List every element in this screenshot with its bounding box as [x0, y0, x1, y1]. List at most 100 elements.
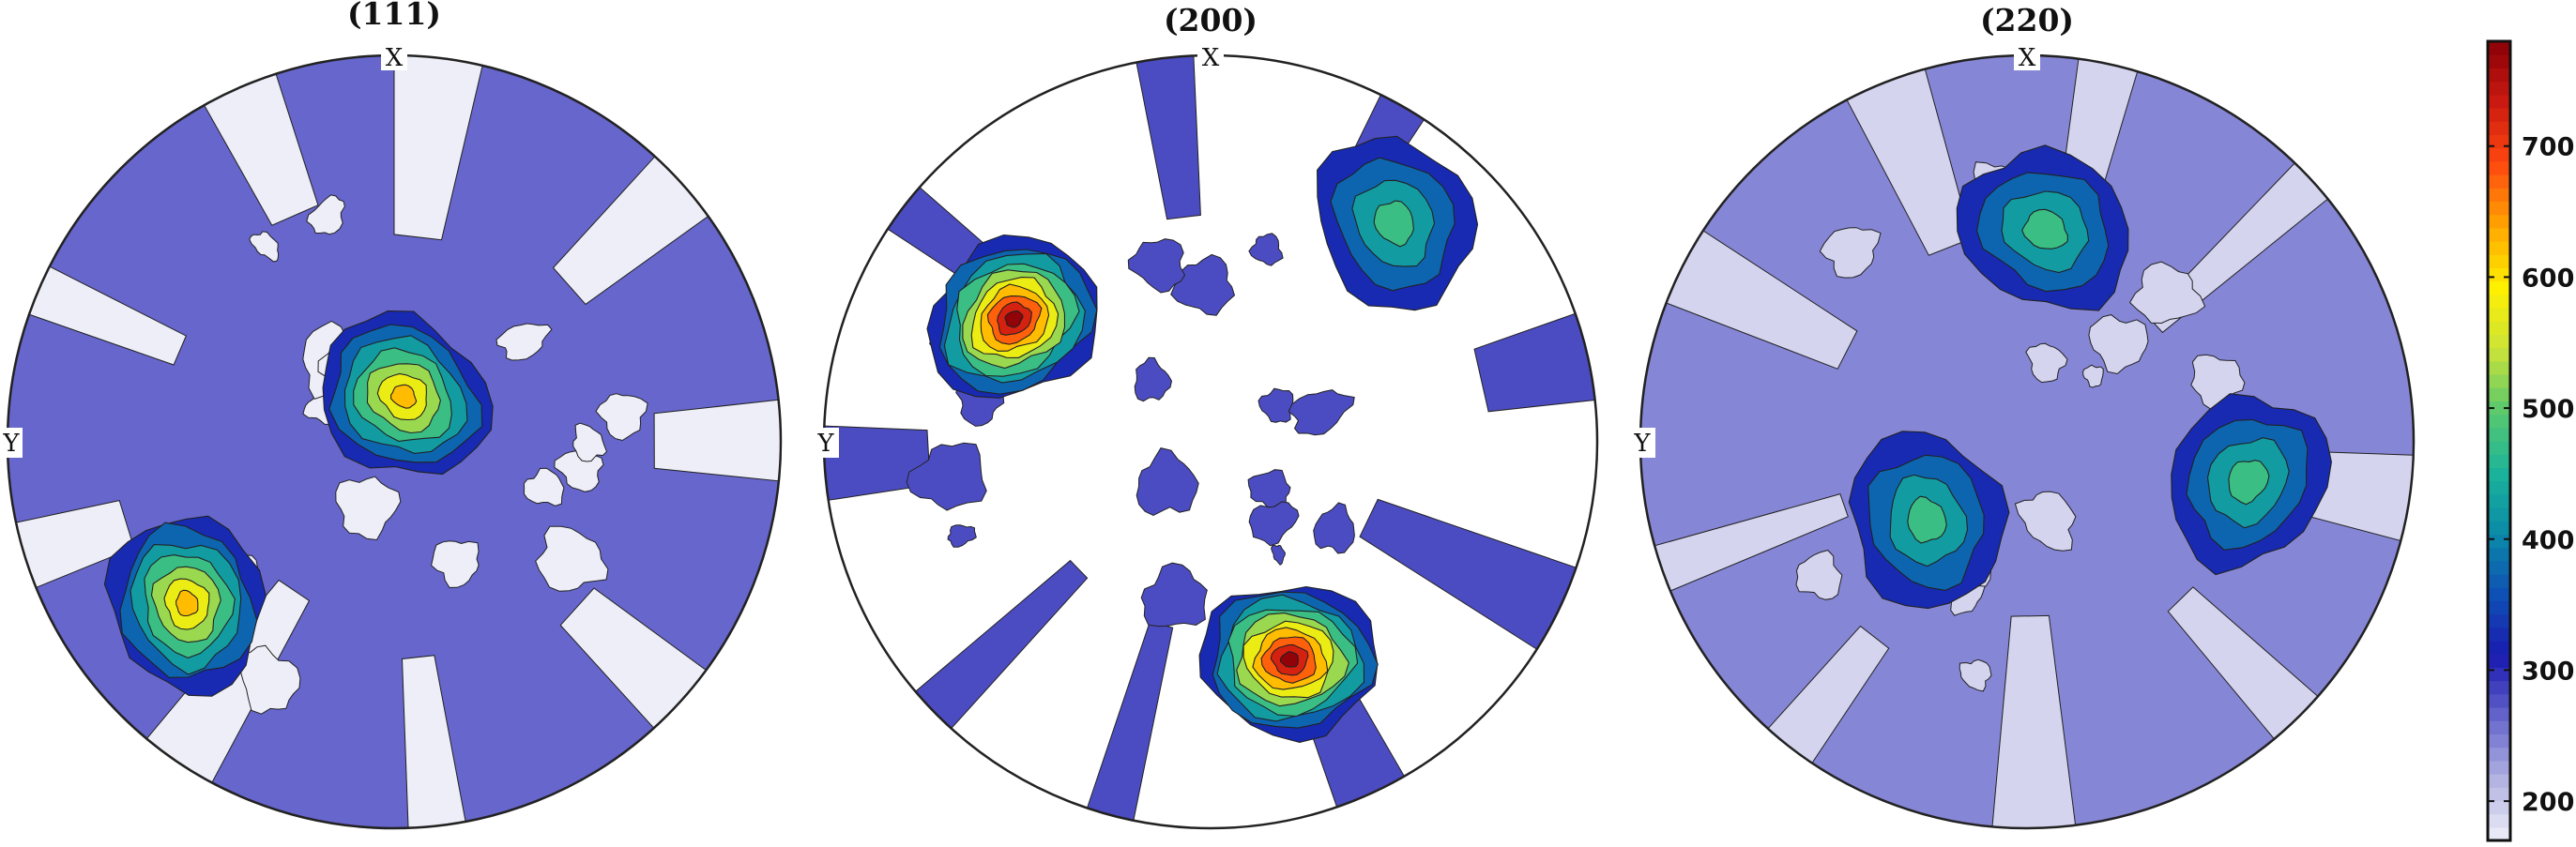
contour-level-450: [1373, 200, 1414, 248]
sector-streak: [401, 655, 470, 828]
sector-streak: [653, 397, 781, 484]
y-axis-label: Y: [816, 430, 834, 458]
colorbar-band: [2488, 387, 2510, 401]
colorbar: 200 300 400 500 600 700: [2486, 39, 2574, 842]
colorbar-gradient: [2488, 41, 2510, 841]
colorbar-band: [2488, 54, 2510, 68]
colorbar-band: [2488, 454, 2510, 468]
colorbar-ticks: 200 300 400 500 600 700: [2488, 133, 2574, 817]
contour-patch: [1127, 238, 1186, 294]
contour-patch: [1248, 501, 1300, 547]
contour-patch: [1288, 389, 1355, 436]
contour-patch: [1136, 447, 1199, 516]
contour-levels: [103, 310, 494, 697]
sector-streak: [8, 500, 135, 596]
contour-patch: [1134, 356, 1173, 402]
y-axis-label: Y: [2, 430, 20, 458]
contour-patch: [906, 442, 987, 511]
contour-patch: [2025, 342, 2068, 384]
colorbar-band: [2488, 347, 2510, 362]
contour-patch: [595, 393, 648, 442]
contour-patch: [523, 467, 565, 507]
contour-patch: [2014, 491, 2077, 552]
colorbar-band: [2488, 747, 2510, 762]
contour-patch: [572, 422, 608, 462]
colorbar-tick-label: 300: [2522, 657, 2574, 686]
colorbar-band: [2488, 227, 2510, 242]
colorbar-tick-label: 400: [2522, 526, 2574, 555]
colorbar-tick-label: 200: [2522, 788, 2574, 817]
contour-patch: [1795, 550, 1843, 600]
x-label-box: [1197, 42, 1224, 70]
colorbar-band: [2488, 560, 2510, 575]
contour-level-600: [390, 384, 418, 409]
y-label-box: [1629, 428, 1655, 458]
contour-patch: [1258, 387, 1294, 423]
contour-fill: [1640, 55, 2414, 828]
colorbar-band: [2488, 214, 2510, 229]
colorbar-band: [2488, 493, 2510, 508]
colorbar-band: [2488, 680, 2510, 695]
colorbar-band: [2488, 68, 2510, 83]
contour-patch: [1170, 253, 1236, 316]
contour-patch: [237, 644, 301, 715]
panel-title: (220): [1980, 2, 2074, 38]
contour-patch: [249, 231, 280, 263]
colorbar-band: [2488, 201, 2510, 216]
colorbar-band: [2488, 427, 2510, 442]
colorbar-band: [2488, 813, 2510, 828]
colorbar-band: [2488, 174, 2510, 189]
colorbar-band: [2488, 321, 2510, 335]
y-label-box: [0, 428, 23, 458]
pole-figure-panel-111: (111) X Y: [0, 0, 783, 830]
contour-patch: [2082, 364, 2104, 388]
colorbar-band: [2488, 627, 2510, 642]
contour-patch: [535, 525, 609, 592]
contour-levels: [1848, 144, 2332, 610]
panel-title: (111): [347, 0, 441, 32]
sector-streak: [1989, 614, 2079, 828]
colorbar-band: [2488, 160, 2510, 175]
sector-streak: [1837, 55, 1973, 256]
contour-level-450: [2228, 460, 2270, 506]
contour-level-450: [2021, 208, 2068, 250]
x-label-box: [2014, 42, 2040, 70]
contour-patch: [1819, 227, 1882, 279]
colorbar-band: [2488, 760, 2510, 775]
colorbar-tick-label: 500: [2522, 395, 2574, 424]
sector-streak: [393, 55, 488, 241]
colorbar-band: [2488, 467, 2510, 482]
colorbar-band: [2488, 374, 2510, 388]
colorbar-band: [2488, 81, 2510, 96]
colorbar-band: [2488, 534, 2510, 549]
x-axis-label: X: [2019, 44, 2036, 72]
colorbar-band: [2488, 600, 2510, 615]
contour-patch: [495, 323, 553, 361]
colorbar-band: [2488, 787, 2510, 801]
colorbar-band: [2488, 587, 2510, 601]
y-axis-label: Y: [1633, 430, 1651, 458]
contour-patch: [335, 476, 402, 541]
colorbar-band: [2488, 241, 2510, 255]
contour-fill: [8, 55, 781, 828]
colorbar-band: [2488, 720, 2510, 734]
y-label-box: [813, 428, 839, 458]
x-axis-label: X: [1202, 44, 1220, 72]
colorbar-band: [2488, 308, 2510, 322]
colorbar-band: [2488, 334, 2510, 349]
contour-patch: [1959, 658, 1992, 692]
sector-streak: [1640, 492, 1849, 599]
contour-patch: [2128, 261, 2206, 325]
pole-figure-panel-200: (200) X Y: [813, 2, 1599, 830]
colorbar-band: [2488, 774, 2510, 788]
contour-patch: [431, 540, 480, 588]
colorbar-band: [2488, 188, 2510, 202]
colorbar-band: [2488, 401, 2510, 416]
contour-level-750: [1004, 310, 1024, 328]
colorbar-band: [2488, 267, 2510, 282]
colorbar-band: [2488, 147, 2510, 162]
colorbar-band: [2488, 414, 2510, 429]
colorbar-band: [2488, 441, 2510, 455]
contour-patch: [1248, 233, 1284, 266]
